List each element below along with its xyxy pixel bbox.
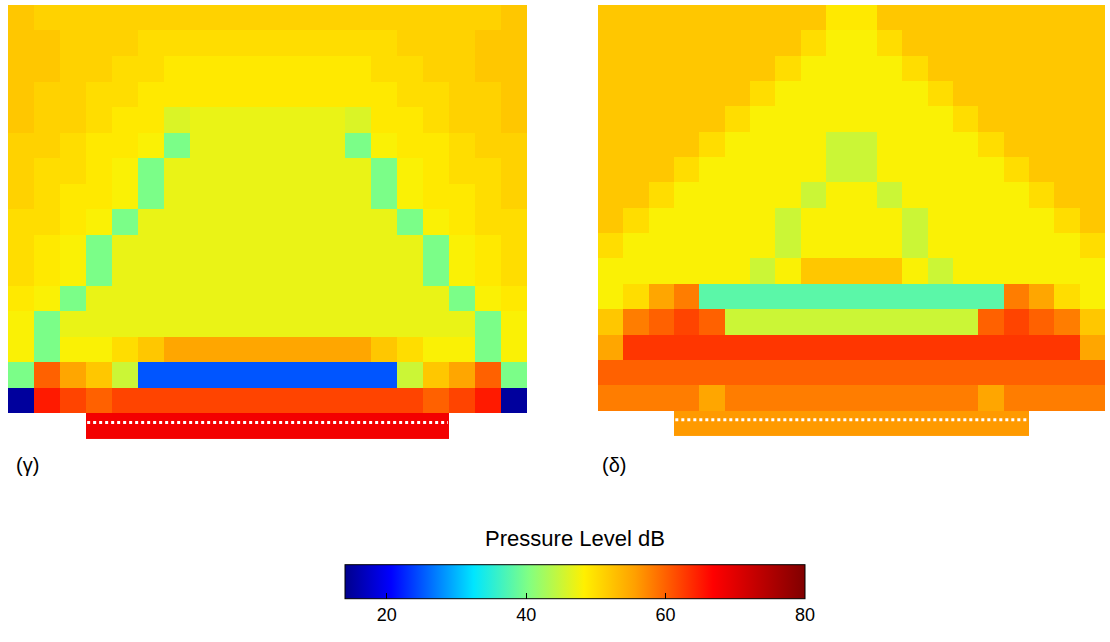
svg-text:Pressure Level dB: Pressure Level dB [485, 526, 665, 551]
svg-text:20: 20 [377, 605, 397, 625]
svg-text:(γ): (γ) [16, 454, 39, 476]
svg-text:(δ): (δ) [602, 454, 626, 476]
svg-text:60: 60 [656, 605, 676, 625]
svg-text:40: 40 [516, 605, 536, 625]
svg-text:80: 80 [795, 605, 815, 625]
